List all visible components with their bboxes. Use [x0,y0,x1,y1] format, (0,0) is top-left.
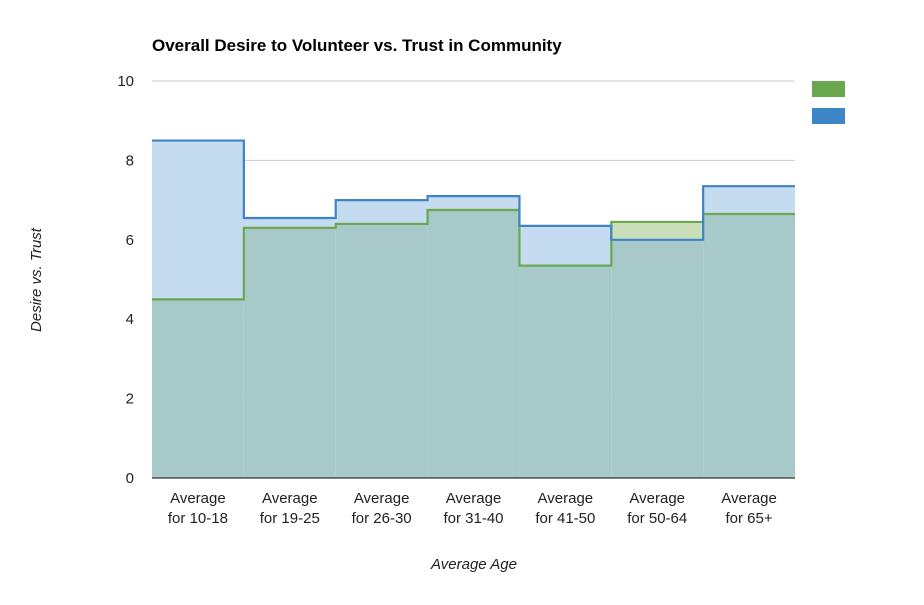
series-line-1 [152,208,795,301]
x-axis-label: Average Age [430,556,517,573]
y-tick-label: 8 [126,152,134,169]
y-tick-label: 6 [126,232,134,249]
plot-area [152,140,795,478]
area-overlap [703,213,795,478]
y-axis-ticks: 0 2 4 6 8 10 [117,73,134,487]
x-tick-label: Average for 26-30 [352,490,412,527]
y-axis-label: Desire vs. Trust [28,227,45,332]
area-band [152,140,244,300]
y-tick-label: 0 [126,470,134,487]
x-tick-label: Average for 65+ [721,490,777,527]
area-band [703,186,795,214]
area-overlap [427,210,520,478]
area-band [427,196,520,211]
x-tick-label: Average for 10-18 [168,490,228,527]
area-overlap [243,227,336,478]
series-lines [152,139,795,479]
legend-swatch-2 [812,108,845,124]
y-tick-label: 10 [117,73,134,90]
area-band [335,200,428,224]
x-axis-ticks: Average for 10-18 Average for 19-25 Average f… [168,490,777,527]
x-tick-label: Average for 41-50 [535,490,595,527]
y-tick-label: 4 [126,311,134,328]
area-band [611,221,704,240]
series-line-2 [152,139,795,241]
y-tick-label: 2 [126,391,134,408]
chart-title: Overall Desire to Volunteer vs. Trust in… [152,36,562,55]
legend [812,81,845,124]
area-overlap [152,299,244,478]
x-tick-label: Average for 19-25 [260,490,320,527]
area-band [519,225,612,266]
legend-swatch-1 [812,81,845,97]
area-overlap [611,239,704,478]
area-overlap [335,223,428,478]
area-band [243,217,336,228]
area-overlap [519,265,612,478]
x-tick-label: Average for 50-64 [627,490,687,527]
x-tick-label: Average for 31-40 [443,490,503,527]
